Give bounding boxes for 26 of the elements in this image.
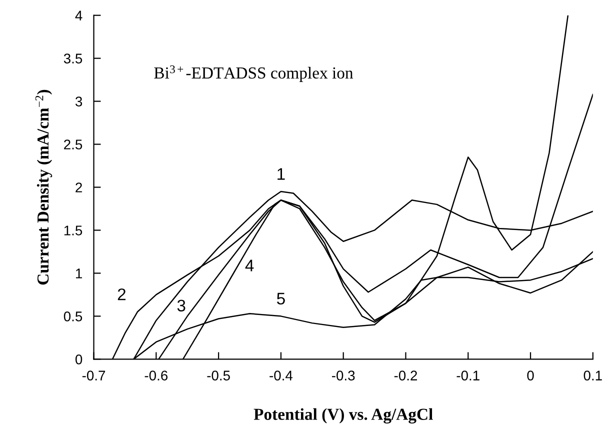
x-tick-label: -0.2	[394, 370, 417, 380]
y-tick-label: 0	[75, 354, 82, 364]
y-tick-label: 0.5	[64, 312, 82, 322]
x-tick-label: -0.3	[332, 370, 355, 380]
x-tick-label: -0.1	[456, 370, 480, 380]
series-label: 5	[276, 292, 285, 305]
x-axis-title: Potential (V) vs. Ag/AgCl	[254, 408, 433, 424]
y-tick-label: 2.5	[64, 140, 82, 150]
x-tick-label: 0.1	[584, 370, 602, 380]
x-tick-label: -0.4	[270, 370, 293, 380]
x-tick-label: -0.5	[207, 370, 230, 380]
y-axis-title: Current Density (mA/cm$^{−2}$)	[35, 90, 52, 285]
y-tick-label: 3.5	[64, 54, 82, 64]
series-label: 1	[278, 168, 285, 180]
annotation: Bi$^{3+}$-EDTADSS complex ion	[154, 65, 354, 82]
y-tick-label: 2	[76, 182, 82, 192]
y-tick-label: 3	[75, 96, 82, 106]
y-tick-label: 1	[76, 268, 82, 278]
series-label: 4	[245, 260, 254, 272]
x-tick-label: -0.6	[144, 370, 168, 380]
y-tick-label: 4	[75, 10, 82, 20]
y-tick-label: 1.5	[64, 226, 82, 236]
x-tick-label: -0.7	[82, 370, 106, 380]
x-tick-label: 0	[527, 370, 534, 380]
series-label: 3	[177, 300, 186, 312]
series-label: 2	[118, 288, 126, 300]
